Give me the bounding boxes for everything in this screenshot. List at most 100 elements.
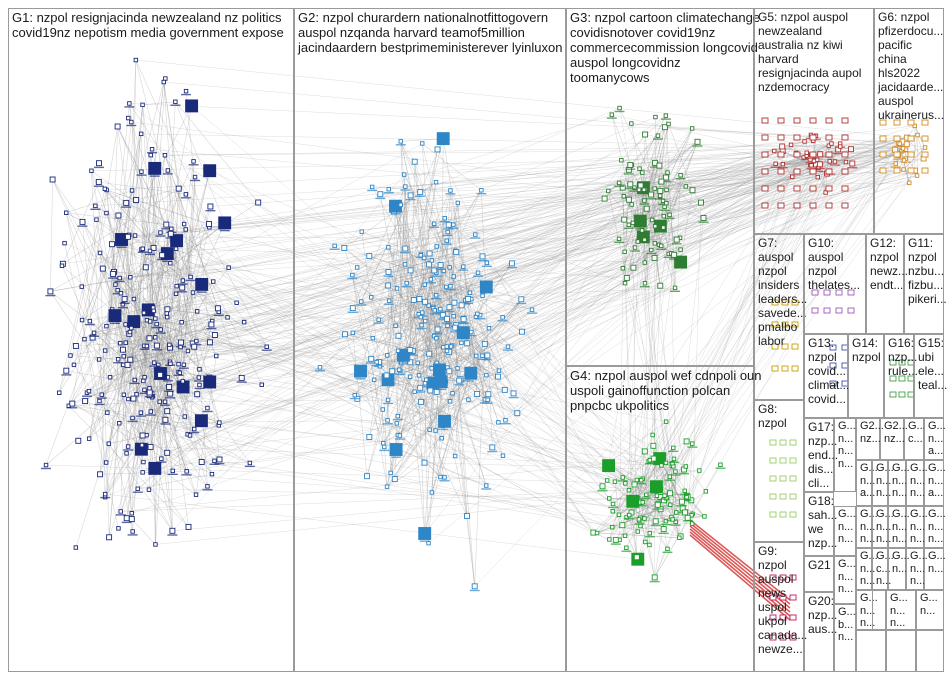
group-box-gs9: G... n... n...	[906, 460, 928, 506]
edge	[141, 280, 184, 446]
edge	[123, 356, 183, 382]
graph-node-label	[438, 428, 448, 431]
graph-node	[183, 88, 189, 94]
edge	[443, 346, 499, 377]
graph-node	[496, 368, 502, 373]
group-label-line: leaders...	[758, 292, 808, 306]
edge	[507, 169, 904, 347]
edge	[111, 243, 184, 281]
edge	[149, 250, 162, 459]
graph-node	[407, 374, 413, 379]
edge	[433, 335, 460, 381]
edge	[45, 464, 626, 484]
edge	[134, 318, 464, 381]
graph-node	[451, 222, 456, 227]
graph-node	[455, 366, 460, 371]
edge	[418, 342, 462, 376]
edge	[644, 134, 656, 227]
graph-node-label	[160, 404, 170, 406]
edge	[609, 498, 692, 501]
edge	[186, 422, 499, 472]
edge	[194, 176, 614, 505]
graph-node-label	[429, 313, 440, 315]
graph-node	[369, 184, 375, 190]
graph-node	[126, 396, 131, 402]
edge	[640, 147, 926, 222]
edge	[108, 423, 120, 538]
edge	[113, 271, 435, 311]
graph-node	[519, 328, 525, 335]
edge	[224, 160, 814, 224]
group-label-line: a...	[928, 487, 944, 500]
edge	[671, 217, 704, 518]
graph-node	[118, 340, 123, 346]
edge	[153, 247, 645, 263]
edge	[400, 149, 438, 372]
edge	[185, 229, 200, 378]
edge	[608, 465, 689, 518]
graph-node	[163, 221, 170, 228]
edge	[388, 271, 425, 285]
graph-node-label	[383, 275, 394, 277]
edge	[164, 401, 220, 423]
graph-node	[93, 203, 98, 209]
graph-node-label	[315, 370, 325, 372]
graph-node	[194, 391, 201, 398]
edge	[654, 117, 656, 163]
group-label-line: uspoli gainoffunction polcan	[570, 383, 731, 398]
graph-node	[418, 314, 424, 320]
edge	[344, 247, 398, 289]
group-label-line: G...	[838, 420, 856, 432]
edge	[436, 151, 902, 339]
graph-node	[106, 534, 113, 541]
graph-node	[445, 323, 450, 328]
graph-node	[157, 371, 164, 378]
edge	[117, 126, 162, 459]
edge	[417, 318, 448, 364]
edge	[369, 255, 411, 271]
graph-node	[385, 418, 390, 423]
edge	[166, 308, 219, 453]
graph-node-label	[144, 396, 155, 398]
graph-node	[438, 306, 443, 312]
edge	[187, 346, 267, 352]
graph-node	[426, 261, 433, 268]
edge	[164, 344, 170, 402]
graph-node	[438, 474, 443, 480]
edge	[481, 190, 493, 448]
edge	[640, 504, 671, 527]
edge	[371, 186, 454, 330]
edge	[446, 240, 451, 287]
group-label-line: nzp...	[808, 536, 838, 550]
edge	[125, 190, 661, 343]
edge	[356, 247, 389, 268]
graph-node	[450, 391, 455, 396]
group-box-g4: G4: nzpol auspol wef cdnpoli oun uspoli g…	[566, 366, 762, 672]
edge	[474, 343, 486, 587]
edge	[608, 421, 667, 463]
edge	[410, 138, 444, 271]
edge	[640, 134, 812, 481]
edge	[470, 164, 821, 374]
edge	[117, 126, 217, 357]
edge	[108, 356, 125, 538]
group-box-gs20: G... n...	[888, 548, 910, 590]
edge	[75, 345, 119, 529]
edge	[420, 158, 811, 389]
edge	[50, 190, 661, 292]
edge	[418, 331, 472, 376]
graph-node	[205, 484, 210, 489]
graph-node	[426, 350, 433, 357]
group-label-line: auspol nzqanda harvard teamof5million	[298, 25, 525, 40]
edge	[132, 412, 142, 532]
graph-node	[130, 415, 135, 421]
edge	[386, 204, 401, 376]
edge	[621, 115, 667, 161]
graph-node	[444, 348, 450, 354]
edge	[52, 179, 197, 495]
graph-node	[446, 304, 453, 311]
edge	[131, 249, 142, 520]
edge	[164, 155, 242, 378]
graph-node	[64, 210, 69, 215]
edge	[488, 328, 514, 394]
